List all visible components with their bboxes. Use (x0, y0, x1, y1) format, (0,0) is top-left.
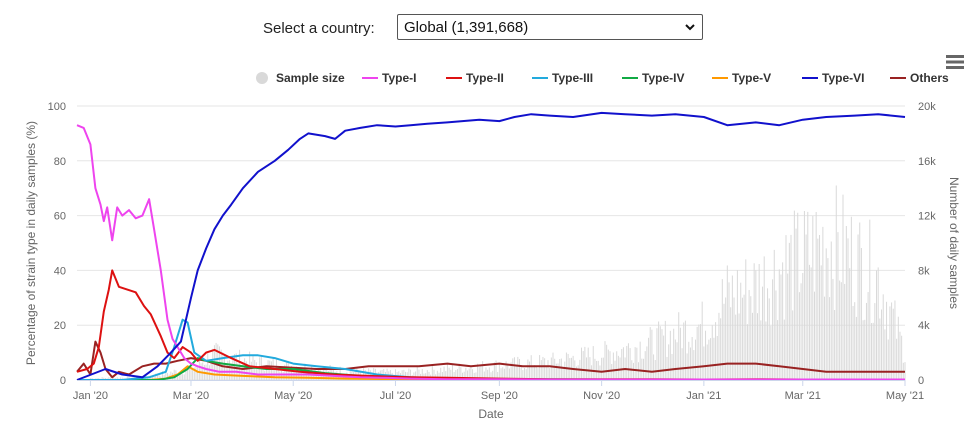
hamburger-menu-icon[interactable] (945, 54, 965, 70)
y2-tick-label: 8k (918, 265, 930, 277)
legend-label: Type-I (382, 71, 416, 85)
series-line-type-vi[interactable] (76, 111, 906, 381)
x-tick-label: Sep '20 (481, 390, 518, 402)
y2-tick-label: 12k (918, 211, 936, 223)
axes: 0 20 40 60 80 100 0 4k 8k 12k 16k 20k Jan '20 Mar '20… (24, 101, 961, 421)
legend-item[interactable]: Type-VI (802, 71, 864, 85)
legend-item[interactable]: Others (890, 71, 949, 85)
y2-tick-label: 0 (918, 375, 924, 387)
series-lines (76, 111, 906, 381)
legend-item[interactable]: Sample size (256, 71, 345, 85)
x-tick-label: May '20 (274, 390, 312, 402)
x-tick-label: Jan '20 (73, 390, 108, 402)
y2-axis-title: Number of daily samples (947, 177, 961, 309)
legend-symbol (256, 72, 268, 84)
y-tick-label: 20 (54, 320, 66, 332)
legend-label: Type-IV (642, 71, 684, 85)
y2-tick-label: 20k (918, 101, 936, 113)
x-tick-label: Jan '21 (686, 390, 721, 402)
legend-item[interactable]: Type-III (532, 71, 593, 85)
legend-item[interactable]: Type-IV (622, 71, 684, 85)
country-selector: Select a country: Global (1,391,668) (0, 14, 975, 42)
legend-label: Sample size (276, 71, 345, 85)
legend-label: Type-V (732, 71, 771, 85)
y2-tick-label: 4k (918, 320, 930, 332)
y-tick-label: 0 (60, 375, 66, 387)
legend-label: Type-VI (822, 71, 864, 85)
series-line-others[interactable] (76, 340, 905, 379)
x-tick-label: May '21 (886, 390, 924, 402)
x-axis-title: Date (478, 407, 504, 421)
country-select-label: Select a country: (263, 20, 375, 37)
x-tick-label: Mar '20 (173, 390, 209, 402)
series-line-type-i[interactable] (76, 124, 905, 381)
x-tick-label: Jul '20 (380, 390, 411, 402)
y2-tick-label: 16k (918, 156, 936, 168)
y-tick-label: 80 (54, 156, 66, 168)
legend-item[interactable]: Type-V (712, 71, 771, 85)
chevron-down-icon (685, 24, 695, 31)
x-tick-label: Nov '20 (583, 390, 620, 402)
legend-label: Type-III (552, 71, 593, 85)
country-select-value: Global (1,391,668) (404, 19, 529, 36)
y-axis-title: Percentage of strain type in daily sampl… (24, 121, 38, 365)
legend-label: Type-II (466, 71, 504, 85)
x-tick-label: Mar '21 (785, 390, 821, 402)
y-tick-label: 40 (54, 265, 66, 277)
y-tick-label: 100 (48, 101, 66, 113)
country-select[interactable]: Global (1,391,668) (397, 14, 703, 40)
legend-label: Others (910, 71, 949, 85)
legend: Sample size Type-I Type-II Type-III Type-IV T… (256, 71, 949, 85)
legend-item[interactable]: Type-I (362, 71, 416, 85)
y-tick-label: 60 (54, 211, 66, 223)
legend-item[interactable]: Type-II (446, 71, 504, 85)
